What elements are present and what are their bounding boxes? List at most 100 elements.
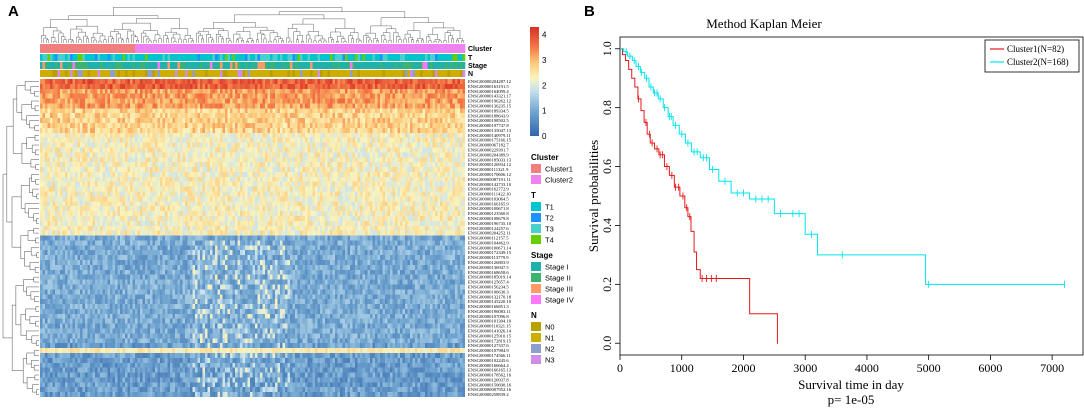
t-cell (147, 54, 151, 61)
stage-cell (77, 62, 81, 69)
stage-cell (157, 62, 161, 69)
n-cell (365, 70, 368, 77)
dendrogram-branch (278, 11, 405, 18)
stage-cell (290, 62, 293, 69)
stage-cell (140, 62, 143, 69)
gene-label: ENSG00000175166.15 (468, 138, 512, 143)
t-cell (312, 54, 316, 61)
stage-cell (412, 62, 416, 69)
cluster-cell (282, 44, 286, 53)
dendrogram-branch (53, 41, 57, 43)
t-cell (420, 54, 423, 61)
dendrogram-branch (331, 39, 334, 43)
legend-item-label: N2 (545, 345, 555, 354)
dendrogram-branch (351, 38, 354, 43)
t-cell (385, 54, 388, 61)
n-cell (195, 70, 198, 77)
stage-cell (162, 62, 166, 69)
stage-cell (145, 62, 148, 69)
stage-cell (427, 62, 431, 69)
cluster-cell (210, 44, 213, 53)
dendrogram-branch (43, 37, 48, 43)
t-cell (165, 54, 168, 61)
stage-cell (60, 62, 63, 69)
stage-cell (40, 62, 43, 69)
legend-group-title: T (531, 191, 536, 200)
dendrogram-branch (221, 38, 224, 43)
cluster-cell (272, 44, 276, 53)
gene-label: ENSG00000103064.5 (468, 196, 509, 201)
stage-cell (265, 62, 268, 69)
cluster-cell (252, 44, 256, 53)
stage-cell (347, 62, 351, 69)
dendrogram-branch (122, 22, 151, 31)
stage-cell (227, 62, 231, 69)
gene-label: ENSG00000166165.13 (468, 368, 512, 373)
cluster-cell (165, 44, 168, 53)
cluster-cell (370, 44, 373, 53)
dendrogram-branch (126, 38, 129, 43)
n-cell (200, 70, 203, 77)
n-cell (82, 70, 86, 77)
n-cell (432, 70, 436, 77)
dendrogram-branch (26, 377, 35, 389)
stage-cell (287, 62, 291, 69)
stage-cell (312, 62, 316, 69)
annotation-row-label: Stage (468, 63, 487, 70)
t-cell (432, 54, 436, 61)
cluster-cell (202, 44, 206, 53)
stage-cell (260, 62, 263, 69)
dendrogram-branch (2, 173, 13, 339)
t-cell (330, 54, 333, 61)
cluster-cell (255, 44, 258, 53)
cluster-cell (307, 44, 311, 53)
dendrogram-branch (292, 23, 314, 32)
t-cell (127, 54, 131, 61)
dendrogram-branch (287, 28, 298, 38)
cluster-cell (435, 44, 438, 53)
n-cell (217, 70, 221, 77)
stage-cell (95, 62, 98, 69)
stage-cell (67, 62, 71, 69)
stage-cell (245, 62, 248, 69)
n-cell (40, 70, 43, 77)
t-cell (460, 54, 463, 61)
t-cell (295, 54, 298, 61)
stage-cell (460, 62, 463, 69)
km-curve-line (620, 48, 779, 344)
dendrogram-branch (323, 40, 327, 43)
cluster-cell (400, 44, 403, 53)
t-cell (397, 54, 401, 61)
dendrogram-branch (113, 7, 343, 16)
dendrogram-branch (166, 38, 169, 43)
dendrogram-branch (146, 38, 151, 43)
stage-cell (357, 62, 361, 69)
dendrogram-branch (307, 31, 319, 36)
t-cell (227, 54, 231, 61)
t-cell (240, 54, 243, 61)
stage-cell (115, 62, 118, 69)
gene-label: ENSG00000172819.15 (468, 338, 512, 343)
t-cell (80, 54, 83, 61)
gene-label: ENSG00000162772.9 (468, 187, 509, 192)
t-cell (130, 54, 133, 61)
stage-cell (170, 62, 173, 69)
t-cell (362, 54, 366, 61)
gene-label: ENSG00000135047.13 (468, 128, 512, 133)
stage-cell (330, 62, 333, 69)
cluster-cell (397, 44, 401, 53)
n-cell (105, 70, 108, 77)
gene-label: ENSG00000196262.12 (468, 99, 512, 104)
n-cell (450, 70, 453, 77)
gene-label: ENSG00000111321.9 (468, 167, 509, 172)
cluster-cell (125, 44, 128, 53)
cluster-cell (127, 44, 131, 53)
cluster-cell (225, 44, 228, 53)
t-cell (447, 54, 451, 61)
cluster-cell (150, 44, 153, 53)
t-cell (72, 54, 76, 61)
cluster-cell (187, 44, 191, 53)
n-cell (142, 70, 146, 77)
t-cell (242, 54, 246, 61)
